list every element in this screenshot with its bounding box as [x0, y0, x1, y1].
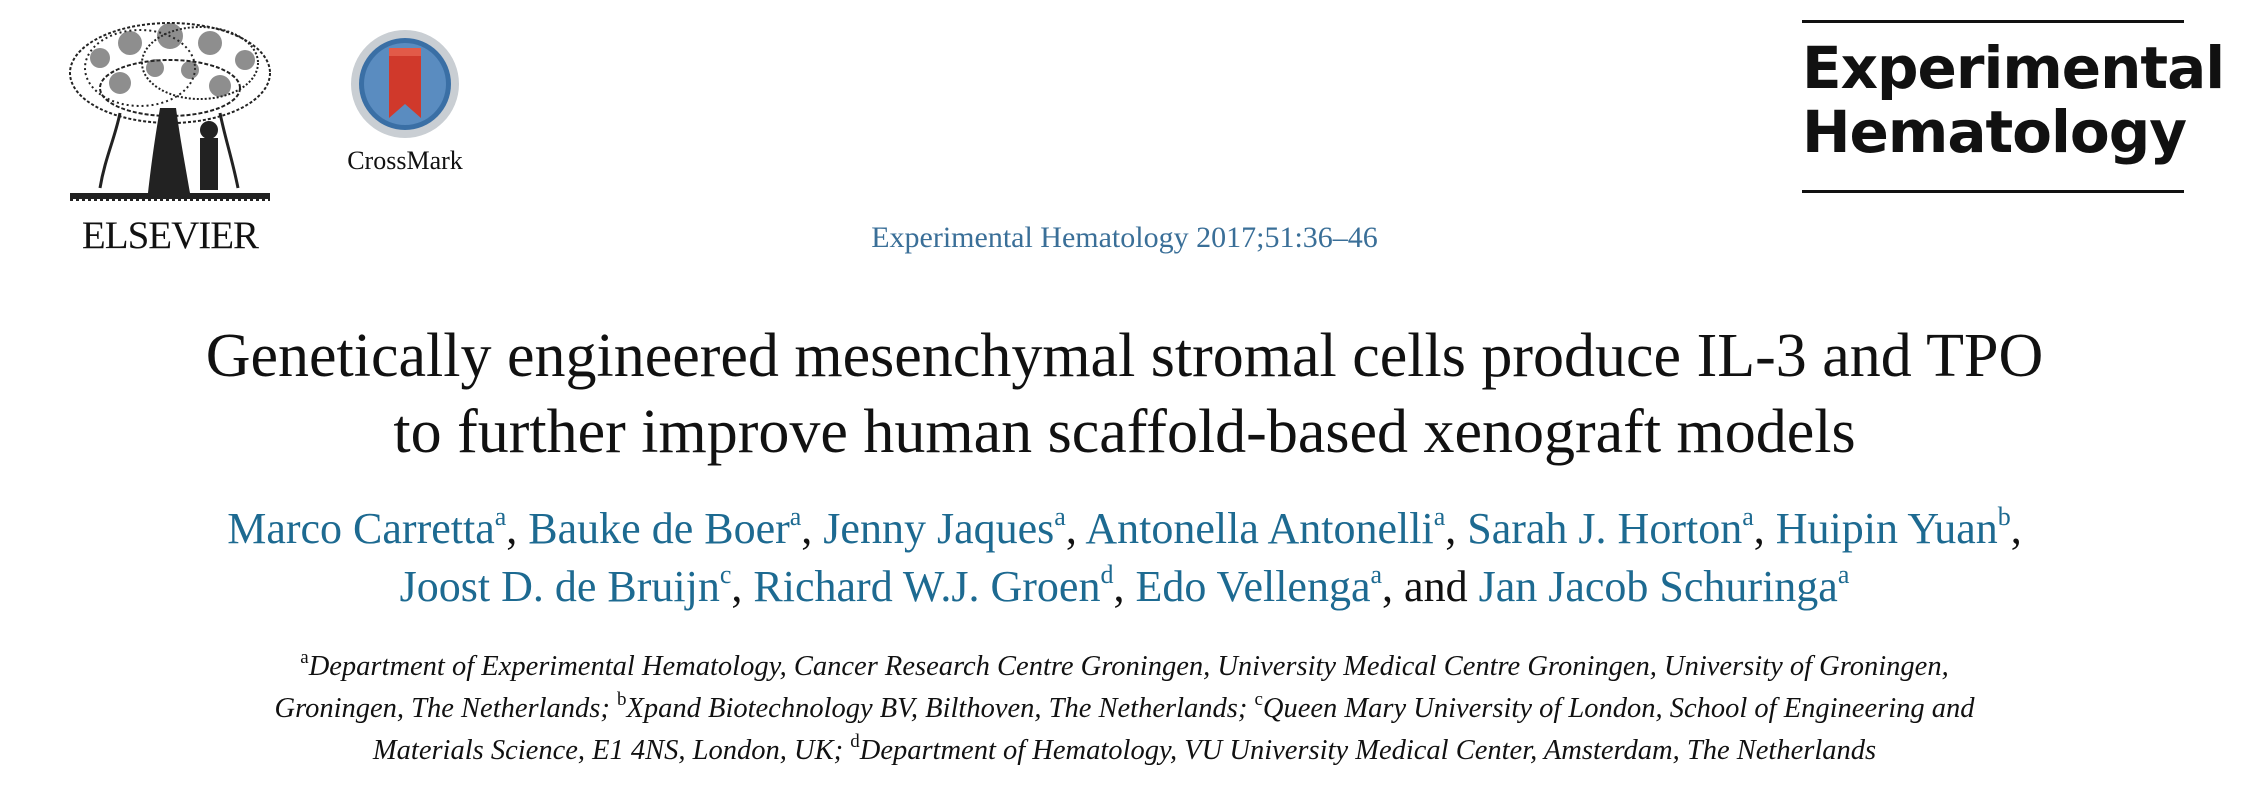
author-affiliation-mark: b: [1997, 502, 2011, 531]
author-affiliation-mark: a: [1054, 502, 1066, 531]
author-name[interactable]: Edo Vellenga: [1135, 562, 1371, 611]
author-separator: ,: [1753, 504, 1776, 553]
author-name[interactable]: Richard W.J. Groen: [753, 562, 1101, 611]
affiliation-mark: d: [850, 731, 860, 752]
affiliation-text: Department of Hematology, VU University …: [859, 735, 1877, 766]
author-line-1: Marco Carrettaa, Bauke de Boera, Jenny J…: [40, 500, 2209, 558]
crossmark-icon: [351, 30, 459, 138]
crossmark-label: CrossMark: [347, 146, 463, 175]
crossmark-badge[interactable]: CrossMark: [330, 26, 480, 176]
citation-link[interactable]: Experimental Hematology 2017;51:36–46: [871, 221, 1378, 254]
author-separator: , and: [1382, 562, 1479, 611]
affiliation-mark: c: [1254, 689, 1263, 710]
journal-logo-line1: Experimental: [1802, 34, 2225, 102]
author-name[interactable]: Jan Jacob Schuringa: [1478, 562, 1838, 611]
author-affiliation-mark: a: [494, 502, 507, 531]
affiliation-line-1: aDepartment of Experimental Hematology, …: [60, 646, 2189, 688]
author-affiliation-mark: a: [789, 502, 802, 531]
article-title-line2: to further improve human scaffold-based …: [393, 398, 1856, 466]
journal-logo-top-rule: [1802, 20, 2184, 23]
author-name[interactable]: Antonella Antonelli: [1085, 504, 1434, 553]
author-affiliation-mark: c: [719, 560, 732, 589]
author-name[interactable]: Jenny Jaques: [823, 504, 1055, 553]
author-name[interactable]: Sarah J. Horton: [1467, 504, 1743, 553]
author-separator: ,: [801, 504, 824, 553]
author-name[interactable]: Huipin Yuan: [1775, 504, 1998, 553]
article-title: Genetically engineered mesenchymal strom…: [40, 318, 2209, 470]
affiliation-mark: b: [617, 689, 627, 710]
author-name[interactable]: Marco Carretta: [227, 504, 495, 553]
author-separator: ,: [1065, 504, 1086, 553]
author-separator: ,: [2010, 504, 2022, 553]
author-separator: ,: [1113, 562, 1136, 611]
author-separator: ,: [506, 504, 529, 553]
affiliation-text: Queen Mary University of London, School …: [1262, 693, 1975, 724]
affiliation-mark: a: [300, 647, 309, 668]
author-affiliation-mark: a: [1742, 502, 1754, 531]
affiliation-line-2: Groningen, The Netherlands; bXpand Biote…: [60, 688, 2189, 730]
affiliation-text: Department of Experimental Hematology, C…: [308, 651, 1949, 682]
author-affiliation-mark: a: [1433, 502, 1446, 531]
affiliation-line-3: Materials Science, E1 4NS, London, UK; d…: [60, 730, 2189, 772]
affiliation-text: Materials Science, E1 4NS, London, UK;: [372, 735, 851, 766]
publisher-name: ELSEVIER: [81, 214, 259, 257]
author-list: Marco Carrettaa, Bauke de Boera, Jenny J…: [40, 500, 2209, 616]
author-affiliation-mark: a: [1370, 560, 1383, 589]
author-line-2: Joost D. de Bruijnc, Richard W.J. Groend…: [40, 558, 2209, 616]
journal-logo-bottom-rule: [1802, 190, 2184, 193]
author-affiliation-mark: d: [1100, 560, 1114, 589]
affiliations: aDepartment of Experimental Hematology, …: [60, 646, 2189, 772]
author-affiliation-mark: a: [1837, 560, 1850, 589]
journal-logo-line2: Hematology: [1802, 98, 2187, 166]
author-name[interactable]: Joost D. de Bruijn: [399, 562, 720, 611]
author-separator: ,: [731, 562, 754, 611]
author-separator: ,: [1445, 504, 1468, 553]
elsevier-logo: ELSEVIER: [60, 18, 280, 258]
affiliation-text: Xpand Biotechnology BV, Bilthoven, The N…: [626, 693, 1255, 724]
author-name[interactable]: Bauke de Boer: [528, 504, 790, 553]
affiliation-text: Groningen, The Netherlands;: [274, 693, 617, 724]
elsevier-tree-icon: [69, 22, 271, 201]
article-title-line1: Genetically engineered mesenchymal strom…: [205, 322, 2044, 390]
journal-logo: Experimental Hematology: [1802, 20, 2225, 195]
